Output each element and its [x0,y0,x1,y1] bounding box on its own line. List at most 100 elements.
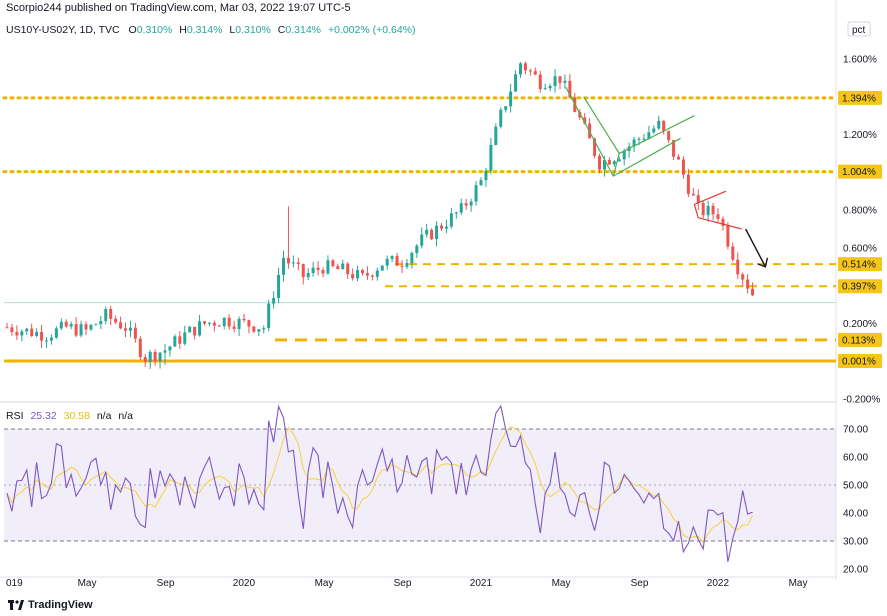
close-label: C [277,24,286,36]
high-label: H [179,24,187,36]
unit-box [847,21,871,37]
candle-body [99,320,103,325]
candle-body [311,267,315,274]
price-tick-label: 0.600% [843,243,877,254]
candle-body [306,273,310,278]
candle-body [533,71,537,75]
open-value: 0.310% [136,24,173,36]
candle-body [598,155,601,170]
candle-body [247,320,251,327]
candle-body [133,327,137,339]
candle-body [662,120,666,132]
candle-body [64,321,68,327]
candle-body [607,160,611,165]
level-badge [838,354,882,369]
candle-body [15,332,19,336]
candle-body [691,193,695,196]
candle-body [602,160,606,170]
candle-body [321,269,325,274]
horizontal-levels [2,96,838,363]
candle-body [198,321,202,336]
candle-body [696,195,700,204]
time-tick-label: Sep [157,578,175,589]
candle-body [74,324,78,336]
candle-body [178,336,182,344]
candle-body [168,346,172,351]
candle-body [20,331,24,336]
candle-body [444,226,448,229]
candle-body [415,245,419,254]
candle-body [188,326,192,333]
candle-body [138,338,142,358]
candle-body [30,328,34,336]
candle-body [296,262,300,265]
level-badge [838,257,882,272]
candle-body [94,324,98,326]
tradingview-brand: TradingView [8,599,93,611]
candle-body [193,326,197,336]
candle-body [454,212,458,214]
candle-body [751,288,755,296]
candle-body [528,70,532,72]
rsi-na-2: n/a [118,410,133,422]
candle-body [385,258,389,266]
price-tick-label: 0.200% [843,319,877,330]
open-label: O [128,24,137,36]
candle-body [203,321,206,324]
time-tick-label: Sep [631,578,649,589]
price-tick-label: 1.200% [843,130,877,141]
time-tick-label: 019 [6,578,23,589]
candle-body [672,140,676,157]
candle-body [514,74,518,92]
candle-body [89,324,93,330]
candle-body [538,74,542,90]
candle-body [282,257,285,275]
time-axis: 019 May Sep 2020 May Sep 2021 May Sep 2022 May [6,578,808,589]
candle-body [237,318,241,329]
drawings [565,87,769,268]
candle-body [257,329,261,332]
rsi-band [4,428,836,542]
price-tick-label: 1.600% [843,55,877,66]
price-tick-label: -0.200% [843,395,880,406]
candle-body [128,327,132,331]
time-tick-label: May [315,578,334,589]
candle-body [558,76,562,83]
rsi-name[interactable]: RSI [6,410,24,422]
candle-body [59,321,63,329]
level-badge-label: 0.113% [842,335,875,346]
candle-body [291,262,295,264]
candle-body [509,91,513,107]
candle-body [711,205,715,215]
low-value: 0.310% [235,24,271,36]
candle-body [440,225,443,229]
time-tick-label: 2022 [707,578,730,589]
candle-body [474,185,478,202]
rsi-tick-label: 70.00 [843,425,868,436]
price-tick-label: 0.800% [843,206,877,217]
candle-body [578,111,582,118]
symbol-legend: US10Y-US02Y, 1D, TVC O0.310% H0.314% L0.… [6,24,420,36]
level-badge [838,164,882,179]
symbol-name[interactable]: US10Y-US02Y, 1D, TVC [6,24,120,36]
candle-body [504,106,508,110]
candle-body [568,80,572,98]
level-badge-label: 0.001% [842,357,876,368]
candle-body [721,218,725,226]
time-tick-label: 2021 [470,578,493,589]
candle-body [316,267,320,270]
rsi-tick-label: 50.00 [843,481,868,492]
candle-body [232,326,236,329]
candle-body [331,260,335,266]
price-grid [0,0,837,580]
rsi-legend: RSI 25.32 30.58 n/a n/a [6,410,133,422]
level-badge [838,90,882,105]
candle-body [410,253,414,264]
candle-body [617,159,621,162]
rsi-na-1: n/a [96,410,112,422]
candle-body [148,351,152,362]
candle-body [153,351,157,362]
level-badges: 1.394% 1.004% 0.514% 0.397% 0.113% 0.001% [838,90,882,369]
candle-body [499,109,503,127]
